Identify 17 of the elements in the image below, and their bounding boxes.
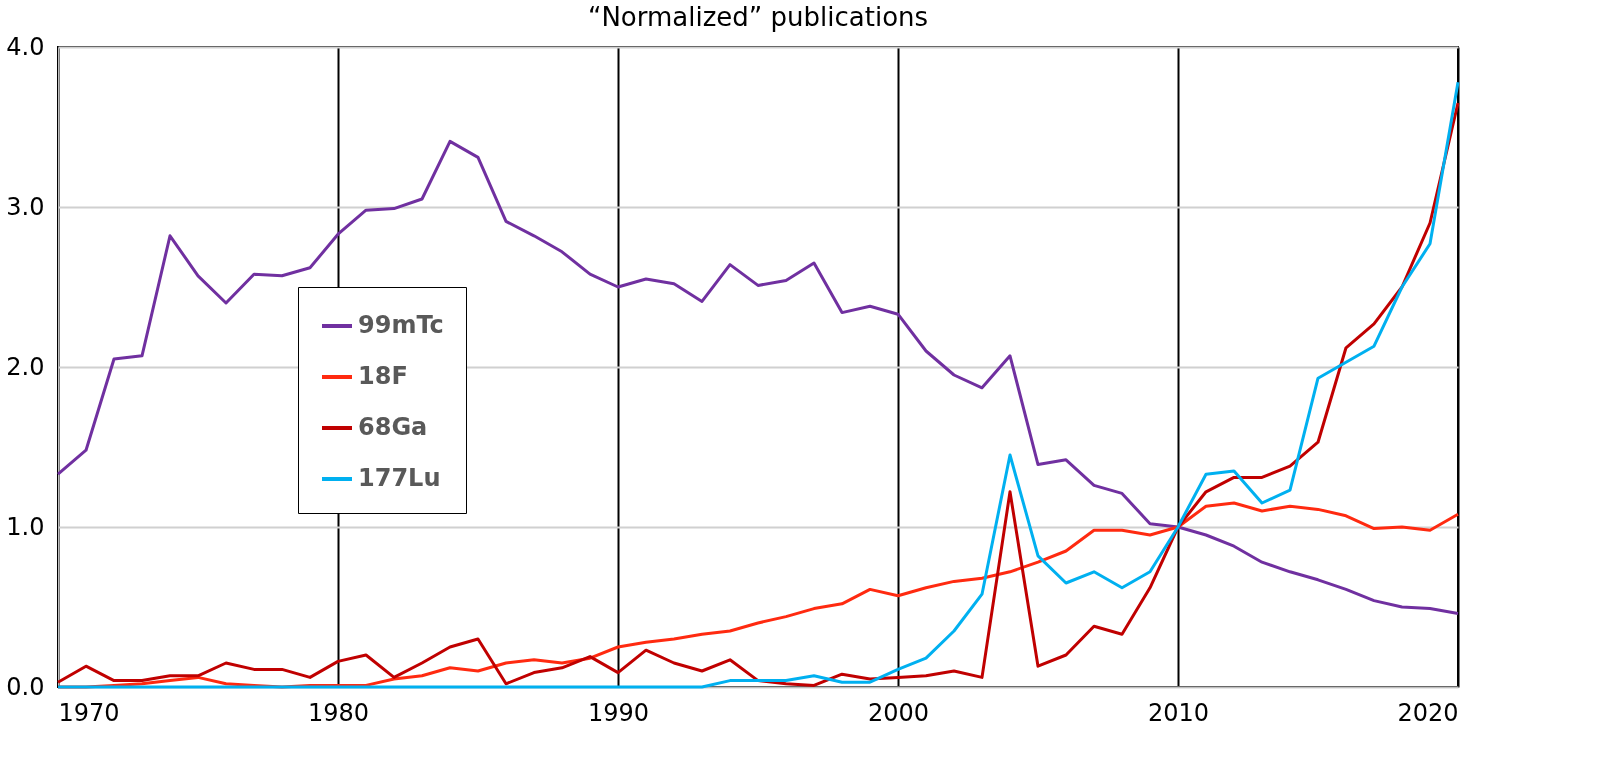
x-tick-label: 1980 <box>307 698 370 727</box>
y-tick-label: 0.0 <box>6 672 45 701</box>
legend-label: 177Lu <box>358 464 441 492</box>
x-tick-label: 2020 <box>1397 698 1459 727</box>
legend-label: 68Ga <box>358 413 428 441</box>
legend-label: 18F <box>358 362 408 390</box>
y-tick-label: 1.0 <box>6 512 45 541</box>
x-tick-label: 1990 <box>587 698 650 727</box>
x-tick-label: 1970 <box>58 698 120 727</box>
y-tick-label: 4.0 <box>6 32 45 61</box>
x-tick-label: 2010 <box>1147 698 1210 727</box>
chart-title: “Normalized” publications <box>587 2 929 32</box>
legend-label: 99mTc <box>358 311 444 339</box>
line-series <box>56 139 1460 615</box>
y-tick-label: 3.0 <box>6 192 45 221</box>
x-tick-label: 2000 <box>867 698 930 727</box>
y-tick-label: 2.0 <box>6 352 45 381</box>
